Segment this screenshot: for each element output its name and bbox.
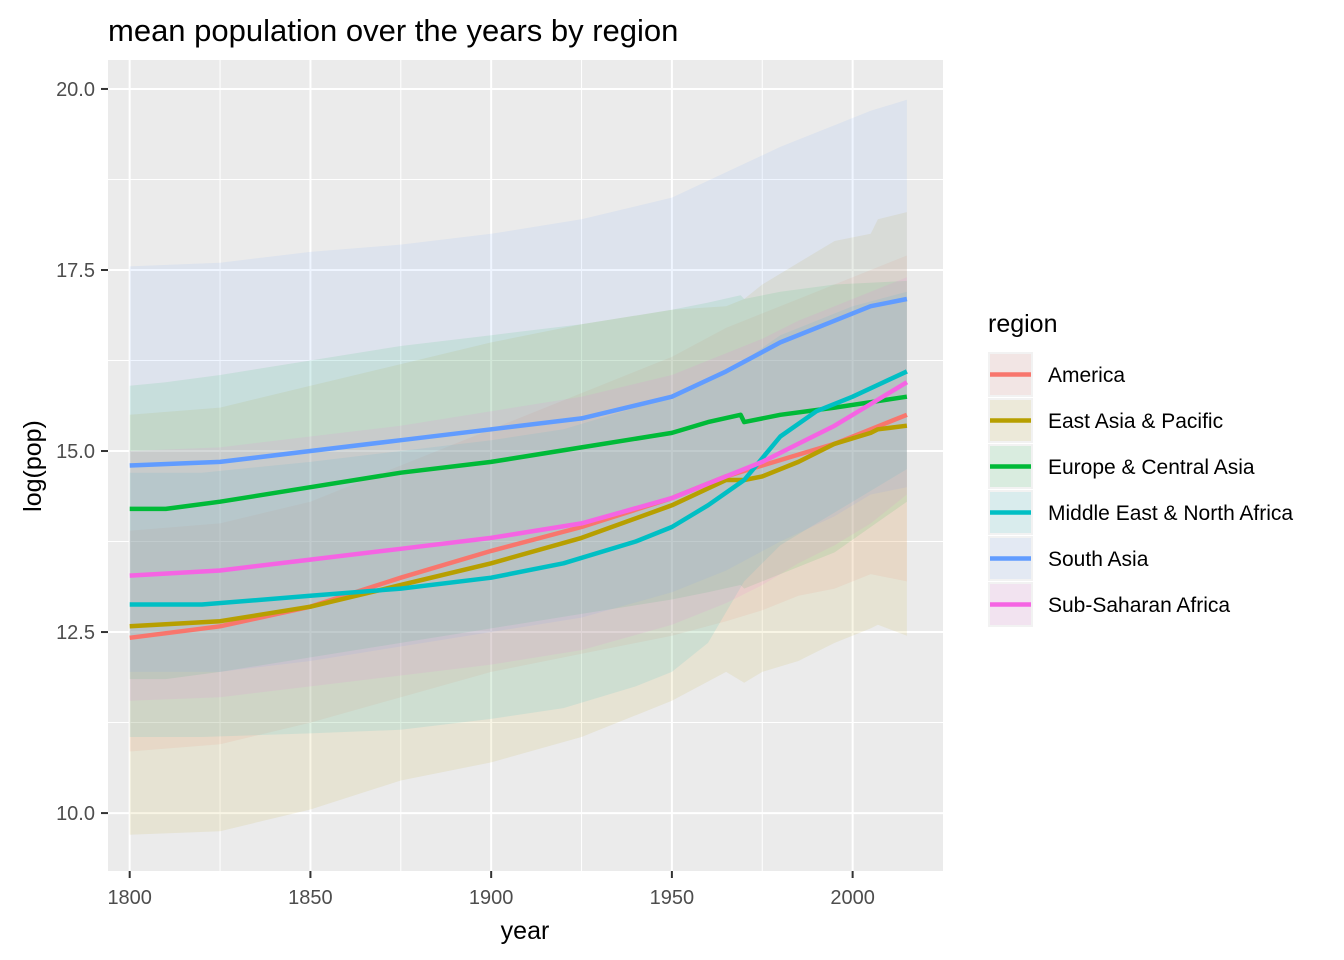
ribbon (129, 291, 907, 737)
series-line (129, 423, 908, 629)
legend-items: America East Asia & Pacific Europe & Centr… (988, 352, 1293, 627)
series-line (129, 380, 909, 578)
series-line (129, 369, 908, 607)
ribbon (129, 280, 907, 680)
legend-label: Middle East & North Africa (1048, 502, 1293, 525)
x-tick-label: 1900 (469, 887, 514, 909)
x-tick-label: 1800 (107, 887, 152, 909)
legend-label: East Asia & Pacific (1048, 410, 1223, 433)
x-axis: 1800 1850 1900 1950 2000 (107, 871, 875, 909)
x-axis-title: year (501, 917, 550, 945)
x-tick-label: 2000 (830, 887, 875, 909)
y-axis-title: log(pop) (19, 420, 47, 512)
plot-panel (108, 60, 943, 871)
ribbon (129, 212, 907, 835)
legend-label: South Asia (1048, 548, 1149, 571)
legend-label: Europe & Central Asia (1048, 456, 1255, 479)
x-tick-label: 1950 (650, 887, 695, 909)
chart-title: mean population over the years by region (108, 13, 678, 48)
legend: region America East Asia & Pacific Europe … (988, 310, 1293, 627)
y-tick-label: 20.0 (56, 79, 95, 101)
series-line (129, 394, 908, 512)
series-line (129, 296, 908, 468)
ribbon (129, 99, 907, 672)
y-tick-label: 15.0 (56, 441, 95, 463)
series-lines (129, 296, 909, 641)
y-tick-label: 10.0 (56, 803, 95, 825)
legend-title: region (988, 310, 1058, 338)
x-tick-label: 1850 (288, 887, 333, 909)
major-gridlines (108, 60, 943, 871)
y-axis: 10.0 12.5 15.0 17.5 20.0 (56, 79, 108, 825)
y-tick-label: 12.5 (56, 622, 95, 644)
legend-label: Sub-Saharan Africa (1048, 594, 1230, 617)
legend-label: America (1048, 364, 1125, 387)
y-tick-label: 17.5 (56, 260, 95, 282)
